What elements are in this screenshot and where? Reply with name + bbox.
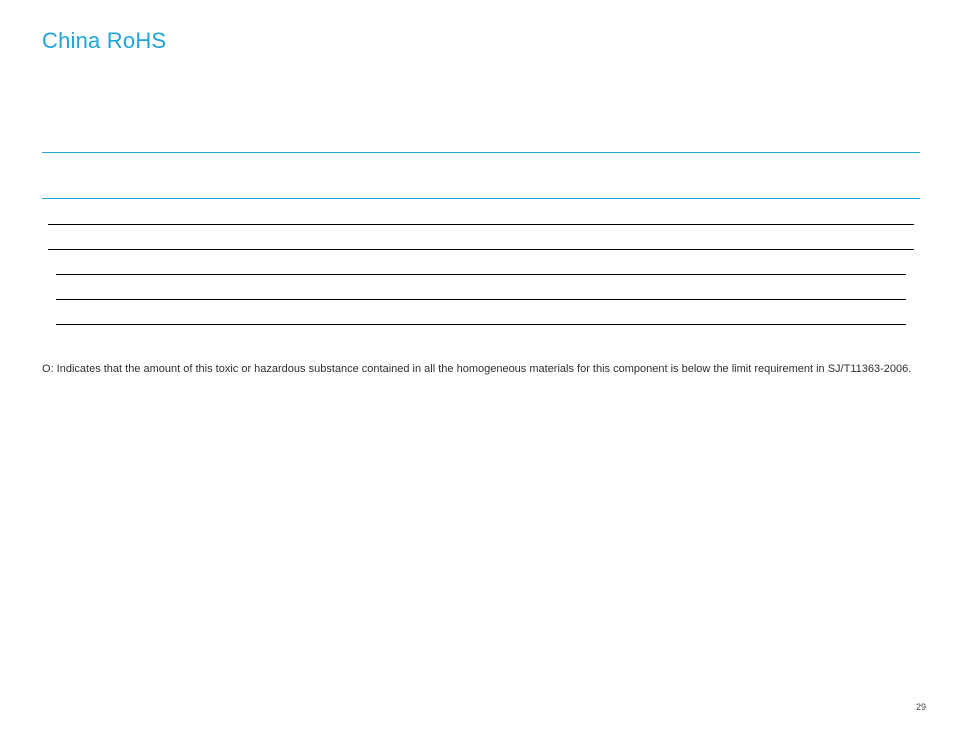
footnote-text: O: Indicates that the amount of this tox… <box>42 362 922 378</box>
table-rule-5 <box>56 299 906 300</box>
table-rule-1 <box>42 198 920 199</box>
table-rule-3 <box>48 249 914 250</box>
table-rule-6 <box>56 324 906 325</box>
table-rule-4 <box>56 274 906 275</box>
page-number: 29 <box>916 702 926 712</box>
section-heading: China RoHS <box>42 28 166 54</box>
document-page: China RoHS O: Indicates that the amount … <box>0 0 954 738</box>
table-rule-2 <box>48 224 914 225</box>
table-rule-0 <box>42 152 920 153</box>
